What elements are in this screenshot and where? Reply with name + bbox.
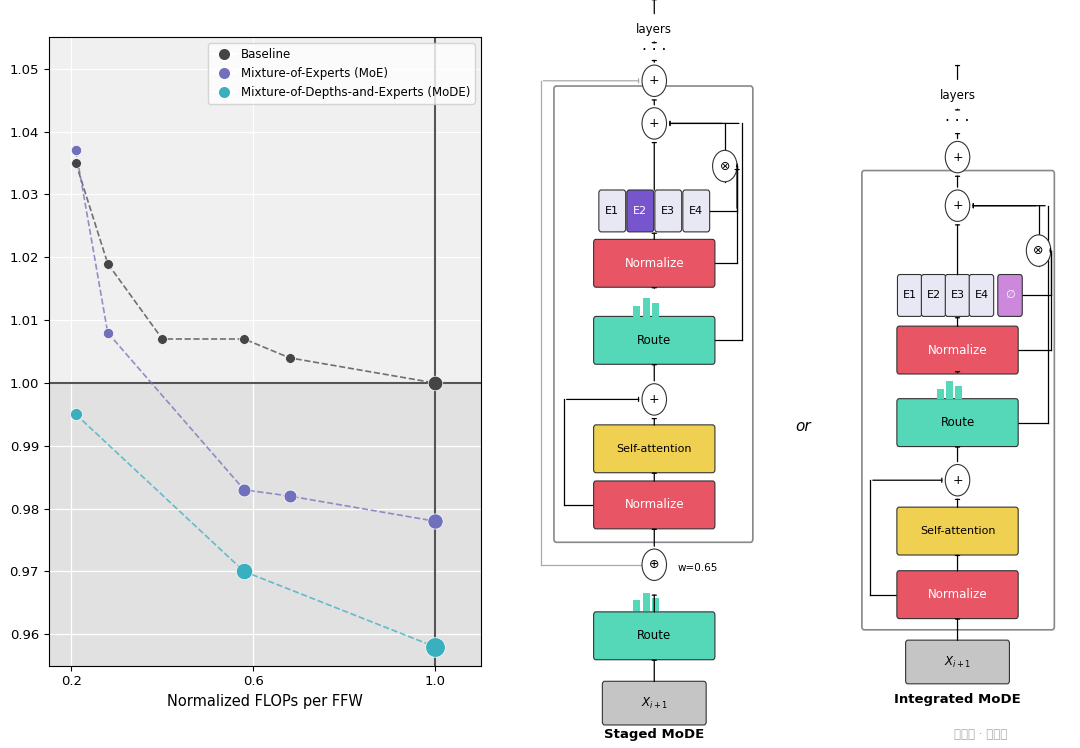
- Point: [427, 641, 444, 653]
- FancyBboxPatch shape: [594, 239, 715, 287]
- Bar: [946, 381, 953, 399]
- FancyBboxPatch shape: [594, 316, 715, 364]
- Circle shape: [642, 108, 666, 139]
- FancyBboxPatch shape: [594, 425, 715, 473]
- Point: [235, 565, 253, 577]
- Text: Self-attention: Self-attention: [920, 526, 996, 536]
- FancyBboxPatch shape: [594, 612, 715, 660]
- Text: $X_{i+1}$: $X_{i+1}$: [944, 654, 971, 669]
- Point: [67, 144, 84, 156]
- Bar: [652, 303, 659, 317]
- Point: [427, 515, 444, 527]
- Point: [67, 157, 84, 169]
- Bar: [955, 386, 962, 399]
- FancyBboxPatch shape: [969, 275, 994, 316]
- Bar: [936, 389, 944, 399]
- Point: [281, 490, 298, 502]
- Legend: Baseline, Mixture-of-Experts (MoE), Mixture-of-Depths-and-Experts (MoDE): Baseline, Mixture-of-Experts (MoE), Mixt…: [207, 43, 475, 103]
- Point: [153, 333, 171, 345]
- FancyBboxPatch shape: [594, 481, 715, 529]
- Text: Route: Route: [941, 416, 974, 429]
- Point: [67, 408, 84, 420]
- Point: [427, 377, 444, 389]
- Text: E1: E1: [903, 290, 917, 301]
- Text: E3: E3: [950, 290, 964, 301]
- Point: [99, 327, 117, 339]
- Text: Route: Route: [637, 629, 672, 643]
- Circle shape: [642, 549, 666, 580]
- Text: ⊗: ⊗: [1034, 244, 1044, 257]
- Text: E2: E2: [927, 290, 941, 301]
- Text: · · ·: · · ·: [945, 114, 970, 129]
- FancyBboxPatch shape: [998, 275, 1023, 316]
- Text: Normalize: Normalize: [928, 588, 987, 601]
- Point: [235, 484, 253, 496]
- Text: +: +: [649, 117, 660, 130]
- Text: · · ·: · · ·: [643, 43, 666, 58]
- FancyBboxPatch shape: [896, 507, 1018, 555]
- Bar: [633, 306, 640, 317]
- Text: +: +: [649, 74, 660, 88]
- Bar: [633, 601, 640, 611]
- Bar: [643, 593, 649, 611]
- Circle shape: [945, 465, 970, 496]
- FancyBboxPatch shape: [603, 681, 706, 725]
- Circle shape: [642, 384, 666, 415]
- Text: E4: E4: [689, 206, 703, 216]
- Text: w=0.65: w=0.65: [677, 563, 718, 574]
- FancyBboxPatch shape: [598, 190, 625, 232]
- FancyBboxPatch shape: [945, 275, 970, 316]
- Bar: [652, 598, 659, 611]
- Circle shape: [642, 65, 666, 96]
- Y-axis label: Normalized Loss: Normalized Loss: [0, 292, 4, 411]
- Text: Normalize: Normalize: [928, 343, 987, 357]
- Text: +: +: [649, 393, 660, 406]
- Text: Self-attention: Self-attention: [617, 444, 692, 454]
- Text: Normalize: Normalize: [624, 257, 684, 270]
- Text: E4: E4: [974, 290, 988, 301]
- FancyBboxPatch shape: [897, 275, 922, 316]
- Text: +: +: [953, 473, 963, 487]
- Circle shape: [945, 190, 970, 221]
- Text: +: +: [953, 150, 963, 164]
- Point: [99, 257, 117, 269]
- Text: layers: layers: [636, 23, 672, 37]
- Bar: [49, 383, 481, 666]
- Text: ∅: ∅: [1005, 290, 1015, 301]
- Text: Integrated MoDE: Integrated MoDE: [894, 693, 1021, 706]
- FancyBboxPatch shape: [896, 399, 1018, 447]
- FancyBboxPatch shape: [896, 571, 1018, 619]
- Text: +: +: [953, 199, 963, 212]
- Bar: [643, 298, 649, 317]
- Text: or: or: [795, 419, 811, 434]
- Text: E2: E2: [633, 206, 647, 216]
- Circle shape: [945, 141, 970, 173]
- Text: Route: Route: [637, 334, 672, 347]
- Circle shape: [713, 150, 737, 182]
- Text: E3: E3: [661, 206, 675, 216]
- Text: Normalize: Normalize: [624, 498, 684, 512]
- Text: ⊕: ⊕: [649, 558, 660, 571]
- Text: 公众号 · 量子位: 公众号 · 量子位: [955, 728, 1008, 741]
- FancyBboxPatch shape: [896, 326, 1018, 374]
- Text: Staged MoDE: Staged MoDE: [604, 728, 704, 741]
- FancyBboxPatch shape: [906, 640, 1010, 684]
- FancyBboxPatch shape: [683, 190, 710, 232]
- Point: [235, 333, 253, 345]
- FancyBboxPatch shape: [921, 275, 946, 316]
- FancyBboxPatch shape: [626, 190, 653, 232]
- X-axis label: Normalized FLOPs per FFW: Normalized FLOPs per FFW: [166, 694, 363, 709]
- Circle shape: [1026, 235, 1051, 266]
- Text: E1: E1: [605, 206, 619, 216]
- Text: $X_{i+1}$: $X_{i+1}$: [640, 696, 667, 711]
- FancyBboxPatch shape: [654, 190, 681, 232]
- Point: [281, 352, 298, 364]
- Text: layers: layers: [940, 89, 975, 102]
- Text: ⊗: ⊗: [719, 159, 730, 173]
